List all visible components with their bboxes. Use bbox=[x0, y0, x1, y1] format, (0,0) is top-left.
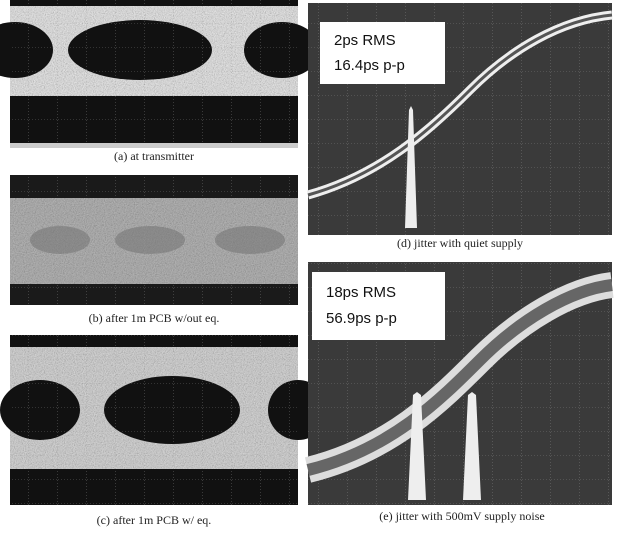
annotation: 56.9ps p-p bbox=[326, 310, 397, 327]
caption: (a) at transmitter bbox=[114, 149, 194, 163]
panel-a: (a) at transmitter bbox=[0, 0, 320, 163]
page: (a) at transmitter (b) after 1m PCB w/ou… bbox=[0, 0, 618, 537]
annotation: 18ps RMS bbox=[326, 284, 396, 301]
panel-c: (c) after 1m PCB w/ eq. bbox=[0, 335, 328, 527]
panel-e: 18ps RMS 56.9ps p-p (e) jitter with 500m… bbox=[308, 262, 612, 523]
caption: (d) jitter with quiet supply bbox=[397, 236, 523, 250]
panel-d: 2ps RMS 16.4ps p-p (d) jitter with quiet… bbox=[308, 3, 612, 250]
annotation: 16.4ps p-p bbox=[334, 57, 405, 74]
caption: (e) jitter with 500mV supply noise bbox=[379, 509, 544, 523]
annotation: 2ps RMS bbox=[334, 32, 396, 49]
panel-b: (b) after 1m PCB w/out eq. bbox=[10, 175, 298, 325]
figure: (a) at transmitter (b) after 1m PCB w/ou… bbox=[0, 0, 618, 537]
caption: (c) after 1m PCB w/ eq. bbox=[97, 513, 212, 527]
caption: (b) after 1m PCB w/out eq. bbox=[89, 311, 220, 325]
